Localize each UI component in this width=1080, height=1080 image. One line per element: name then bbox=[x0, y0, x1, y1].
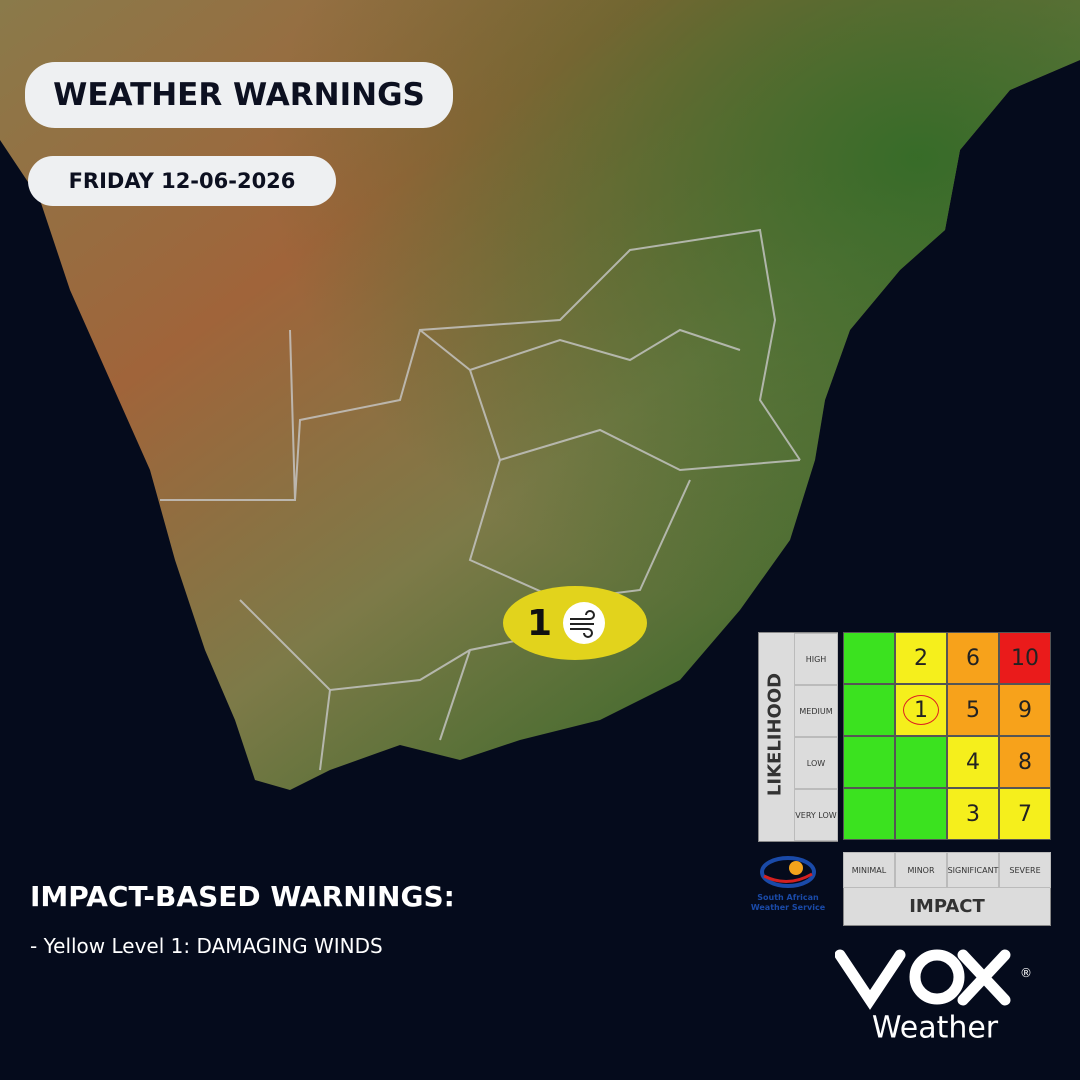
likelihood-title: LIKELIHOOD bbox=[764, 672, 786, 797]
likelihood-label: HIGH bbox=[794, 633, 838, 685]
likelihood-label: MEDIUM bbox=[794, 685, 838, 737]
saws-name: South African Weather Service bbox=[751, 893, 826, 912]
warnings-heading: IMPACT-BASED WARNINGS: bbox=[30, 880, 455, 913]
matrix-cell: 1 bbox=[895, 684, 947, 736]
matrix-cell: 7 bbox=[999, 788, 1051, 840]
saws-logo: South African Weather Service bbox=[751, 856, 826, 912]
matrix-cell bbox=[843, 736, 895, 788]
matrix-cell: 9 bbox=[999, 684, 1051, 736]
matrix-cell: 3 bbox=[947, 788, 999, 840]
impact-label: MINOR bbox=[895, 852, 947, 888]
level-number: 10 bbox=[1011, 645, 1039, 671]
warning-area: 1 bbox=[505, 588, 645, 658]
matrix-cell: 5 bbox=[947, 684, 999, 736]
impact-title: IMPACT bbox=[909, 896, 985, 917]
warning-level: 1 bbox=[527, 602, 553, 644]
risk-matrix: LIKELIHOOD HIGH 2 6 10 MEDIUM 1 5 9 LOW 4 8 VERY LOW… bbox=[758, 632, 1052, 928]
matrix-cell bbox=[843, 632, 895, 684]
likelihood-label: VERY LOW bbox=[794, 789, 838, 841]
warning-item: - Yellow Level 1: DAMAGING WINDS bbox=[30, 934, 383, 958]
level-number: 2 bbox=[914, 645, 928, 671]
title-pill: WEATHER WARNINGS bbox=[25, 62, 453, 128]
brand-name: Weather bbox=[872, 1011, 999, 1046]
level-number: 6 bbox=[966, 645, 980, 671]
date-pill: FRIDAY 12-06-2026 bbox=[28, 156, 336, 206]
level-number: 7 bbox=[1018, 801, 1032, 827]
matrix-cell bbox=[895, 788, 947, 840]
impact-label: SEVERE bbox=[999, 852, 1051, 888]
matrix-cell: 2 bbox=[895, 632, 947, 684]
matrix-cell bbox=[895, 736, 947, 788]
level-number: 8 bbox=[1018, 749, 1032, 775]
level-number: 5 bbox=[966, 697, 980, 723]
matrix-cell bbox=[843, 684, 895, 736]
brand-logo: ® Weather bbox=[835, 949, 1032, 1046]
level-number: 1 bbox=[903, 695, 939, 725]
likelihood-label: LOW bbox=[794, 737, 838, 789]
level-number: 4 bbox=[966, 749, 980, 775]
impact-label: MINIMAL bbox=[843, 852, 895, 888]
date: FRIDAY 12-06-2026 bbox=[68, 169, 296, 193]
matrix-cell: 4 bbox=[947, 736, 999, 788]
level-number: 3 bbox=[966, 801, 980, 827]
matrix-cell bbox=[843, 788, 895, 840]
wind-icon bbox=[563, 602, 606, 644]
matrix-cell: 6 bbox=[947, 632, 999, 684]
matrix-cell: 8 bbox=[999, 736, 1051, 788]
title: WEATHER WARNINGS bbox=[53, 77, 425, 113]
registered: ® bbox=[1020, 966, 1032, 980]
impact-label: SIGNIFICANT bbox=[947, 852, 999, 888]
matrix-cell: 10 bbox=[999, 632, 1051, 684]
level-number: 9 bbox=[1018, 697, 1032, 723]
